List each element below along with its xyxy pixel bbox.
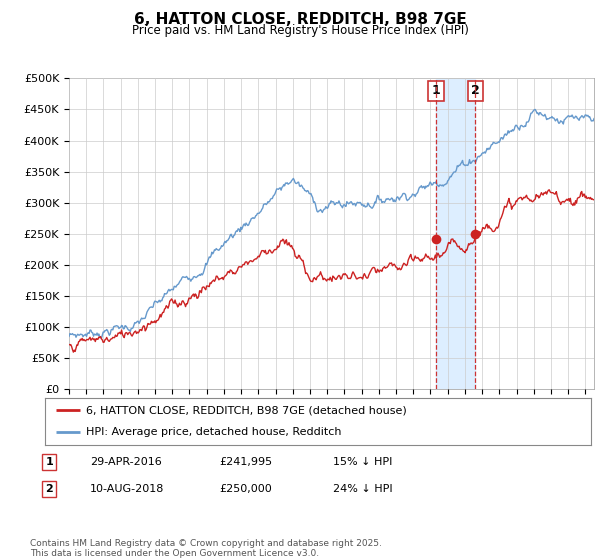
Text: HPI: Average price, detached house, Redditch: HPI: Average price, detached house, Redd… — [86, 427, 341, 437]
Text: 2: 2 — [471, 85, 480, 97]
Text: £250,000: £250,000 — [219, 484, 272, 494]
Text: 1: 1 — [432, 85, 440, 97]
Text: 1: 1 — [46, 457, 53, 467]
Text: 6, HATTON CLOSE, REDDITCH, B98 7GE (detached house): 6, HATTON CLOSE, REDDITCH, B98 7GE (deta… — [86, 405, 407, 416]
Text: 2: 2 — [46, 484, 53, 494]
Text: 24% ↓ HPI: 24% ↓ HPI — [333, 484, 392, 494]
Text: Contains HM Land Registry data © Crown copyright and database right 2025.
This d: Contains HM Land Registry data © Crown c… — [30, 539, 382, 558]
Text: £241,995: £241,995 — [219, 457, 272, 467]
Text: 6, HATTON CLOSE, REDDITCH, B98 7GE: 6, HATTON CLOSE, REDDITCH, B98 7GE — [134, 12, 466, 27]
Text: Price paid vs. HM Land Registry's House Price Index (HPI): Price paid vs. HM Land Registry's House … — [131, 24, 469, 37]
Text: 29-APR-2016: 29-APR-2016 — [90, 457, 162, 467]
Bar — [436, 78, 475, 389]
Text: 15% ↓ HPI: 15% ↓ HPI — [333, 457, 392, 467]
Text: 10-AUG-2018: 10-AUG-2018 — [90, 484, 164, 494]
